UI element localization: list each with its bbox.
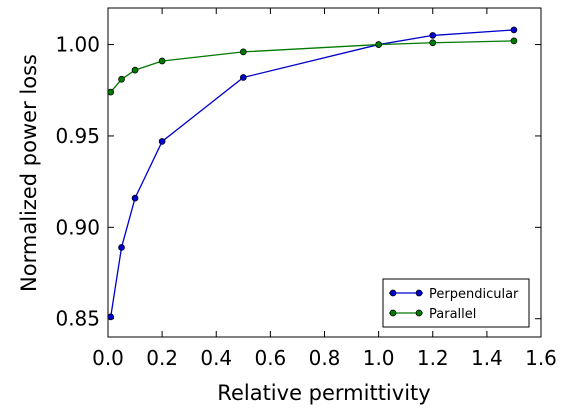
legend-marker-parallel	[389, 309, 397, 317]
legend-marker-perpendicular	[415, 289, 423, 297]
legend-marker-parallel	[415, 309, 423, 317]
y-axis-label: Normalized power loss	[17, 54, 41, 292]
series-line-perpendicular	[110, 29, 514, 317]
data-point-parallel	[429, 39, 437, 47]
legend-label-perpendicular: Perpendicular	[429, 287, 519, 302]
data-point-parallel	[107, 88, 115, 96]
y-tick-label: 0.85	[55, 307, 100, 331]
data-point-perpendicular	[510, 26, 518, 34]
data-point-perpendicular	[118, 244, 125, 251]
x-tick-label: 0.6	[254, 346, 286, 370]
data-point-parallel	[375, 41, 382, 48]
x-tick-label: 0.8	[309, 346, 341, 370]
legend-box	[382, 278, 530, 328]
plot-area: 0.0 0.2 0.4 0.6 0.8 1.0 1.2 1.4 1.6 0.85 0.90 0.95 1…	[55, 7, 557, 370]
data-point-parallel	[510, 37, 518, 45]
y-tick-label: 1.00	[55, 33, 100, 57]
legend-marker-perpendicular	[389, 289, 397, 297]
data-point-parallel	[158, 57, 166, 65]
data-point-perpendicular	[158, 138, 166, 145]
x-tick-label: 1.4	[471, 346, 503, 370]
y-tick-label: 0.90	[55, 215, 100, 239]
data-point-perpendicular	[107, 313, 115, 321]
x-tick-label: 1.0	[363, 346, 395, 370]
data-point-perpendicular	[429, 32, 437, 39]
data-point-parallel	[239, 48, 247, 56]
x-axis-label: Relative permittivity	[217, 381, 430, 405]
data-point-perpendicular	[131, 194, 139, 202]
data-point-perpendicular	[239, 74, 247, 81]
series-line-parallel	[110, 40, 514, 93]
x-tick-label: 0.0	[92, 346, 124, 370]
x-tick-label: 0.4	[200, 346, 232, 370]
legend-label-parallel: Parallel	[429, 307, 476, 322]
x-tick-label: 1.6	[525, 346, 557, 370]
data-point-parallel	[118, 75, 125, 83]
y-tick-label: 0.95	[55, 124, 100, 148]
data-point-parallel	[131, 66, 139, 74]
x-tick-label: 0.2	[146, 346, 178, 370]
x-tick-label: 1.2	[417, 346, 449, 370]
